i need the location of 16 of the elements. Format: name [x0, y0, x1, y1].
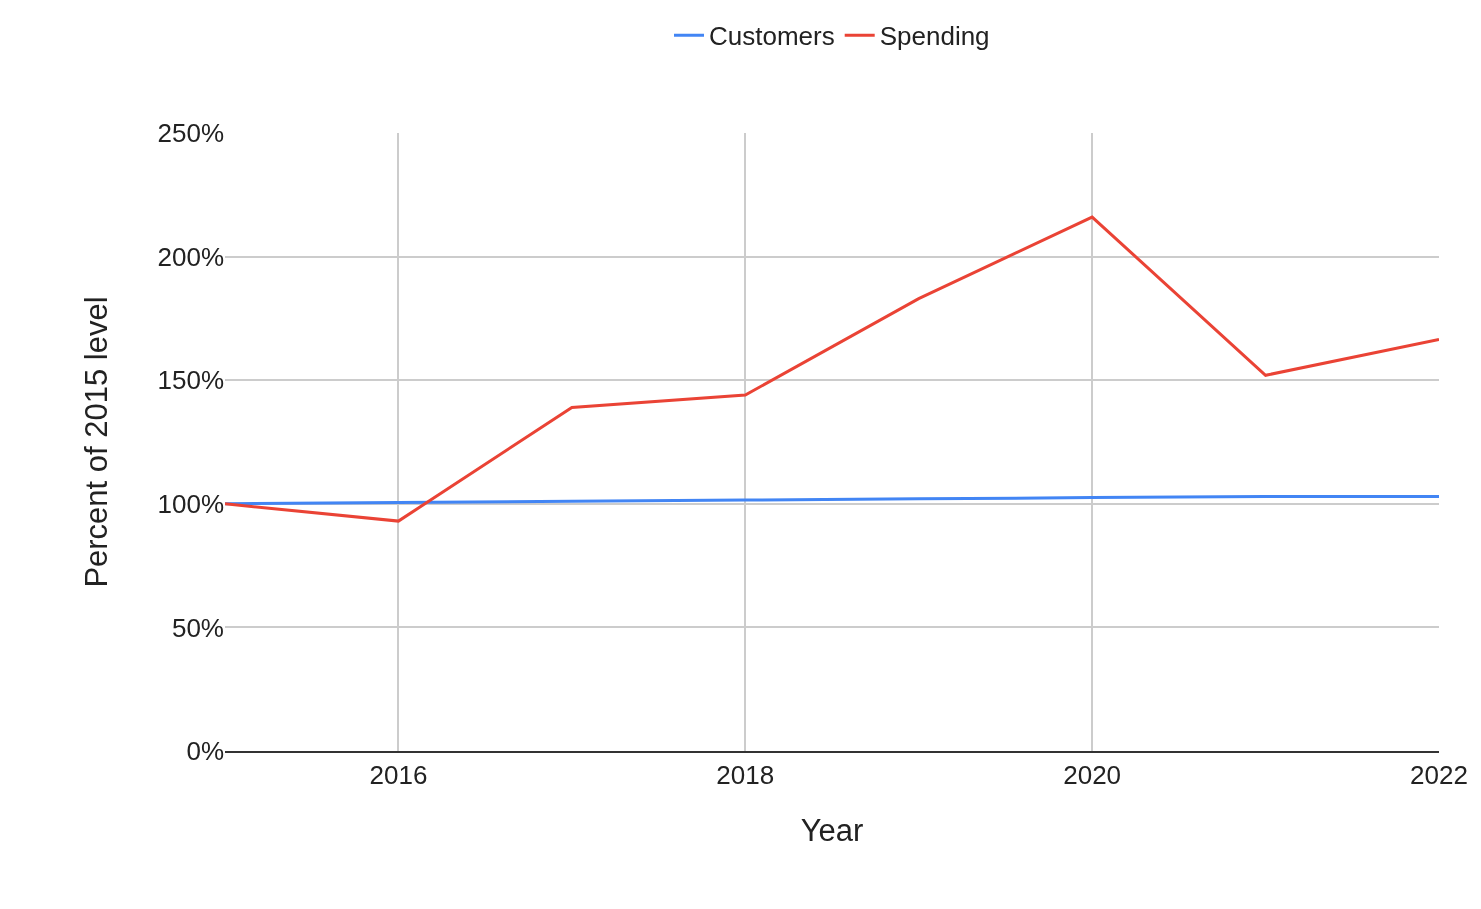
y-tick-label: 200%	[157, 241, 224, 272]
y-tick-label: 100%	[157, 488, 224, 519]
line-series	[225, 494, 1439, 506]
y-axis-title: Percent of 2015 level	[79, 296, 115, 588]
legend-label: Spending	[879, 21, 990, 52]
y-tick-label: 250%	[157, 118, 224, 149]
y-tick-label: 150%	[157, 365, 224, 396]
line-series	[225, 215, 1439, 523]
x-tick-label: 2018	[716, 760, 775, 791]
x-tick-label: 2020	[1063, 760, 1122, 791]
x-tick-label: 2022	[1410, 760, 1468, 791]
y-tick-label: 50%	[171, 612, 224, 643]
y-tick-label: 0%	[186, 736, 224, 767]
x-axis-title: Year	[800, 812, 864, 848]
legend-label: Customers	[709, 21, 835, 52]
x-tick-label: 2016	[369, 760, 428, 791]
